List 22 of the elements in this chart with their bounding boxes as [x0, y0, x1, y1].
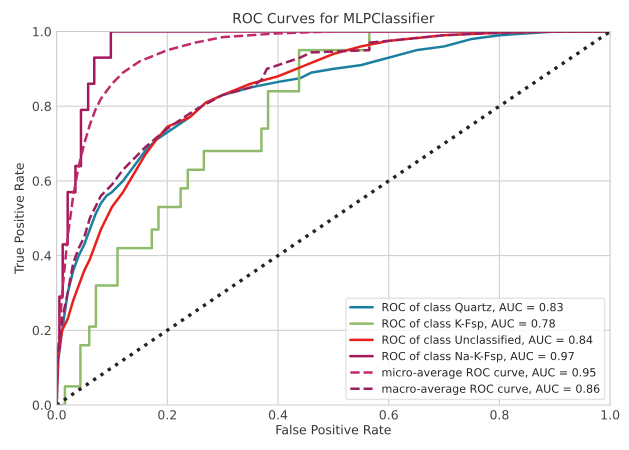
y-tick-label: 0.2: [32, 326, 50, 336]
y-tick-label: 0.0: [32, 400, 51, 410]
y-tick-label: 0.6: [32, 176, 51, 186]
chart-title: ROC Curves for MLPClassifier: [234, 12, 435, 24]
x-tick-label: 0.8: [490, 410, 509, 420]
x-tick-label: 0.0: [47, 410, 66, 420]
legend-label: ROC of class K-Fsp, AUC = 0.78: [382, 319, 555, 330]
legend-label: micro-average ROC curve, AUC = 0.95: [382, 368, 596, 379]
legend-label: ROC of class Unclassified, AUC = 0.84: [382, 335, 592, 346]
x-tick-label: 0.2: [158, 410, 176, 420]
x-tick-label: 0.4: [268, 410, 288, 420]
line-series: [56, 32, 610, 405]
x-tick-label: 0.6: [380, 410, 398, 420]
y-tick-label: 0.8: [32, 102, 51, 112]
legend-label: ROC of class Na-K-Fsp, AUC = 0.97: [382, 352, 574, 362]
legend-label: macro-average ROC curve, AUC = 0.86: [382, 384, 600, 395]
y-tick-label: 1.0: [33, 26, 51, 36]
y-axis-title: True Positive Rate: [14, 163, 24, 274]
y-tick-label: 0.4: [32, 251, 52, 261]
legend-label: ROC of class Quartz, AUC = 0.83: [382, 302, 563, 313]
x-axis-title: False Positive Rate: [276, 424, 391, 434]
x-tick-label: 1.0: [602, 410, 620, 420]
